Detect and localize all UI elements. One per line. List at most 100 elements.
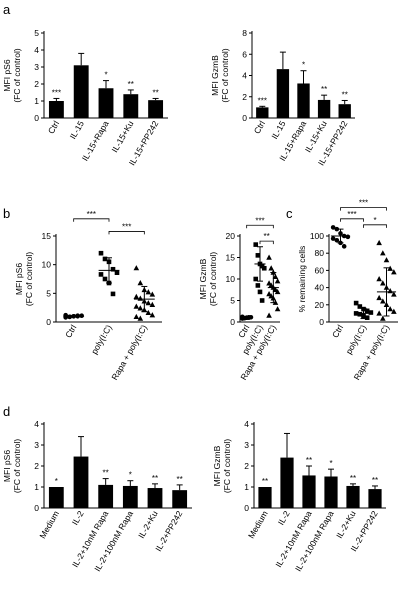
bar	[297, 83, 310, 118]
bar	[48, 487, 64, 508]
y-tick-label: 15	[226, 253, 236, 263]
point-triangle	[387, 306, 393, 312]
y-tick-label: 10	[42, 260, 52, 270]
point-triangle	[266, 312, 272, 318]
y-tick-label: 80	[315, 248, 325, 258]
point-triangle	[272, 273, 279, 280]
significance-label: ***	[122, 222, 131, 231]
bar	[98, 88, 114, 118]
category-label: IL-2	[276, 509, 292, 527]
bar	[73, 65, 89, 118]
y-axis-label: MFI pS6	[2, 59, 12, 91]
category-label: Ctrl	[63, 323, 78, 340]
panel-label-c: c	[286, 206, 293, 221]
bar	[256, 107, 269, 118]
bar	[98, 484, 114, 508]
significance-bracket	[73, 218, 110, 222]
point-triangle	[149, 301, 156, 307]
point-triangle	[268, 265, 274, 271]
point-square	[257, 289, 263, 295]
chart-b-pS6: 0 5 10 15 MFI pS6 (FC of control) *** *** Ctrl po…	[14, 210, 162, 382]
y-tick-label: 0	[230, 317, 235, 327]
significance-label: **	[372, 476, 378, 485]
significance-label: **	[264, 232, 270, 241]
y-tick-label: 2	[242, 92, 247, 102]
point-square	[98, 250, 104, 256]
bar	[280, 457, 294, 508]
significance-label: ***	[87, 210, 96, 219]
point-triangle	[380, 315, 386, 321]
y-tick-label: 5	[230, 296, 235, 306]
point-square	[253, 242, 259, 247]
panel-label-b: b	[3, 206, 10, 221]
significance-label: **	[262, 477, 268, 486]
point-triangle	[137, 280, 144, 286]
y-axis-label: % remaining cells	[297, 246, 307, 313]
point-triangle	[380, 280, 386, 286]
point-triangle	[149, 312, 156, 318]
category-label: IL-2+Ku	[136, 509, 160, 540]
y-axis-label: (FC of control)	[220, 48, 230, 102]
significance-label: ***	[258, 96, 267, 105]
point-square	[364, 308, 370, 314]
y-tick-label: 3	[244, 440, 249, 450]
y-tick-label: 0	[244, 503, 249, 513]
significance-bracket	[340, 218, 364, 222]
category-label: IL-15	[269, 119, 287, 141]
point-triangle	[145, 309, 152, 316]
point-circle	[334, 238, 340, 243]
point-triangle	[376, 276, 382, 282]
category-label: Ctrl	[330, 323, 345, 340]
category-label: Rapa + poly(I:C)	[109, 323, 149, 382]
point-triangle	[391, 269, 397, 275]
significance-label: **	[177, 475, 183, 484]
point-square	[357, 311, 363, 317]
y-tick-label: 10	[226, 274, 236, 284]
point-triangle	[391, 308, 397, 314]
point-triangle	[274, 278, 281, 284]
significance-label: ***	[347, 210, 356, 219]
significance-label: **	[103, 469, 109, 478]
point-circle	[334, 226, 340, 232]
y-tick-label: 5	[46, 288, 51, 298]
significance-bracket	[246, 224, 274, 229]
significance-label: *	[104, 71, 107, 80]
point-triangle	[376, 294, 382, 301]
bar	[368, 489, 382, 508]
category-label: Ctrl	[252, 119, 267, 136]
bar	[147, 488, 163, 508]
y-tick-label: 0	[34, 503, 39, 513]
bar	[338, 104, 351, 118]
point-circle	[330, 236, 336, 241]
point-square	[261, 265, 267, 271]
bar	[73, 456, 89, 508]
y-axis-label: MFI GzmB	[198, 258, 208, 299]
category-label: Medium	[37, 509, 61, 540]
y-axis-label: MFI GzmB	[212, 445, 222, 486]
y-axis-label: (FC of control)	[12, 48, 22, 102]
y-tick-label: 0	[46, 317, 51, 327]
point-square	[364, 315, 370, 320]
significance-label: *	[129, 471, 132, 480]
y-tick-label: 2	[244, 461, 249, 471]
significance-label: **	[350, 474, 356, 483]
point-triangle	[387, 265, 393, 271]
significance-bracket	[259, 240, 274, 245]
y-axis-label: (FC of control)	[12, 439, 22, 493]
point-square	[98, 272, 104, 277]
y-axis-label: (FC of control)	[208, 252, 218, 306]
y-tick-label: 1	[34, 482, 39, 492]
category-label: Ctrl	[46, 119, 61, 136]
point-triangle	[133, 303, 140, 309]
y-tick-label: 1	[34, 96, 39, 106]
point-triangle	[380, 298, 386, 304]
y-tick-label: 0	[242, 113, 247, 123]
y-tick-label: 2	[34, 79, 39, 89]
y-tick-label: 60	[315, 265, 325, 275]
point-square	[114, 270, 120, 275]
point-triangle	[391, 291, 397, 297]
bar	[346, 485, 360, 508]
